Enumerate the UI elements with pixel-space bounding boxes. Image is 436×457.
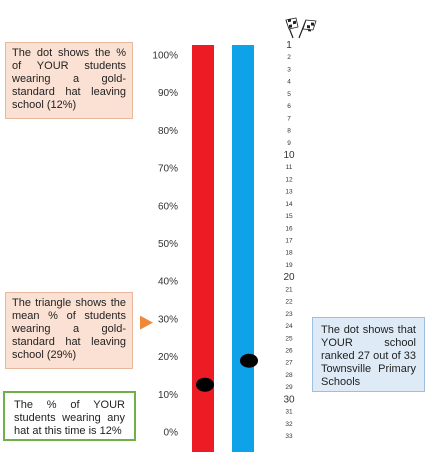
rank-label: 26 — [285, 347, 293, 354]
rank-label: 16 — [285, 225, 293, 232]
y-tick-label: 50% — [158, 239, 178, 250]
rank-label: 23 — [285, 311, 293, 318]
your-school-rank-dot — [240, 353, 258, 368]
y-tick-label: 30% — [158, 314, 178, 325]
rank-label: 28 — [285, 372, 293, 379]
y-tick-label: 10% — [158, 390, 178, 401]
rank-label: 18 — [285, 250, 293, 257]
rank-label: 8 — [287, 128, 291, 135]
any-hat-note: The % of YOUR students wearing any hat a… — [3, 391, 136, 441]
rank-scale: 1234567891011121314151617181920212223242… — [283, 40, 295, 440]
rank-label: 20 — [283, 272, 295, 283]
rank-label: 21 — [285, 286, 293, 293]
dot-explanation-note: The dot shows the % of YOUR students wea… — [5, 42, 133, 119]
percent-bar — [192, 45, 214, 452]
rank-label: 15 — [285, 213, 293, 220]
rank-label: 33 — [285, 433, 293, 440]
rank-label: 3 — [287, 66, 291, 73]
mean-triangle-marker — [140, 315, 153, 330]
rank-label: 22 — [285, 299, 293, 306]
y-tick-label: 60% — [158, 201, 178, 212]
rank-label: 9 — [287, 140, 291, 147]
y-axis-ticks: 100% 90% 80% 70% 60% 50% 40% 30% 20% 10% 0% — [152, 51, 178, 439]
y-tick-label: 40% — [158, 277, 178, 288]
rank-label: 31 — [285, 409, 293, 416]
rank-label: 5 — [287, 91, 291, 98]
rank-label: 4 — [287, 79, 291, 86]
triangle-explanation-note: The triangle shows the mean % of student… — [5, 292, 133, 369]
rank-label: 25 — [285, 335, 293, 342]
rank-label: 27 — [285, 360, 293, 367]
rank-label: 2 — [287, 54, 291, 61]
rank-bar — [232, 45, 254, 452]
rank-label: 24 — [285, 323, 293, 330]
rank-label: 29 — [285, 384, 293, 391]
y-tick-label: 20% — [158, 352, 178, 363]
rank-label: 13 — [285, 189, 293, 196]
rank-label: 14 — [285, 201, 293, 208]
rank-explanation-note: The dot shows that YOUR school ranked 27… — [312, 317, 425, 392]
rank-label: 1 — [286, 40, 292, 51]
checkered-flags-icon — [285, 17, 317, 39]
rank-label: 30 — [283, 394, 295, 405]
y-tick-label: 80% — [158, 126, 178, 137]
y-tick-label: 100% — [152, 51, 178, 62]
y-tick-label: 70% — [158, 164, 178, 175]
rank-label: 17 — [285, 238, 293, 245]
rank-label: 7 — [287, 115, 291, 122]
y-tick-label: 0% — [164, 428, 179, 439]
rank-label: 32 — [285, 421, 293, 428]
rank-label: 6 — [287, 103, 291, 110]
rank-label: 10 — [283, 150, 295, 161]
your-school-percent-dot — [196, 377, 214, 392]
rank-label: 12 — [285, 176, 293, 183]
y-tick-label: 90% — [158, 88, 178, 99]
rank-label: 11 — [286, 164, 293, 171]
rank-label: 19 — [285, 262, 293, 269]
